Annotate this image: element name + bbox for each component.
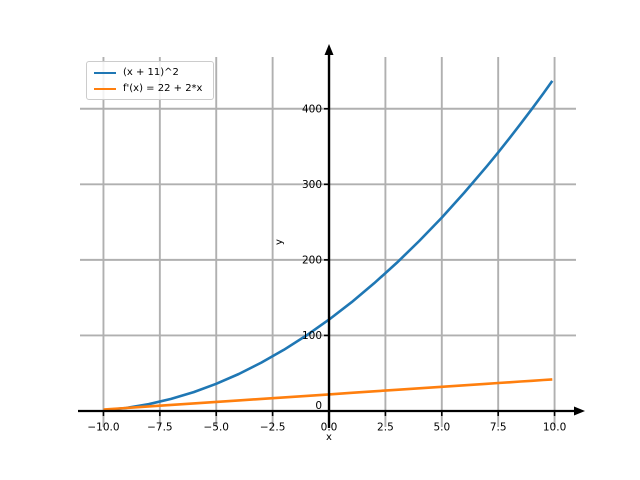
y-axis-arrow: [324, 44, 334, 55]
x-tick-label: −7.5: [147, 422, 173, 434]
x-axis-arrow: [574, 406, 585, 416]
legend: (x + 11)^2 f'(x) = 22 + 2*x: [86, 61, 214, 100]
y-tick-label: 100: [302, 330, 322, 342]
legend-label-0: (x + 11)^2: [123, 66, 179, 78]
x-tick-label: 7.5: [490, 422, 507, 434]
series-line-1: [103, 378, 553, 411]
x-tick-label: −2.5: [260, 422, 286, 434]
legend-entry: f'(x) = 22 + 2*x: [94, 82, 207, 95]
x-tick-label: 2.5: [377, 422, 394, 434]
y-axis-label: y: [274, 239, 285, 245]
x-tick-label: 10.0: [543, 422, 566, 434]
x-tick-label: −5.0: [203, 422, 229, 434]
y-tick-label: 300: [302, 179, 322, 191]
x-tick-label: −10.0: [87, 422, 119, 434]
legend-label-1: f'(x) = 22 + 2*x: [123, 82, 203, 94]
x-tick-label: 5.0: [433, 422, 450, 434]
y-tick-label: 200: [302, 254, 322, 266]
legend-line-sample-0: [94, 71, 116, 74]
x-axis-label: x: [326, 432, 332, 443]
legend-line-sample-1: [94, 87, 116, 90]
y-tick-label: 400: [302, 103, 322, 115]
y-tick-label: 0: [315, 400, 322, 412]
legend-entry: (x + 11)^2: [94, 66, 207, 79]
series-line-0: [103, 80, 554, 412]
